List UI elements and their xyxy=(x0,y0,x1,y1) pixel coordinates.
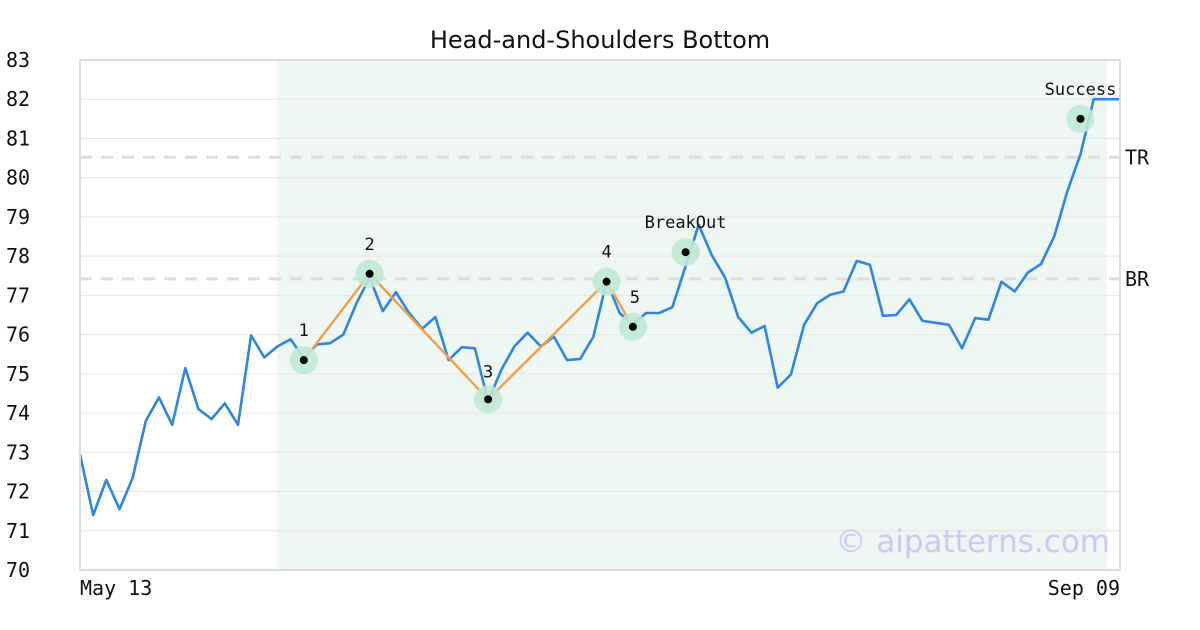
pattern-point-label: 1 xyxy=(299,321,309,341)
marker-label: BreakOut xyxy=(645,213,727,233)
pattern-point-label: 5 xyxy=(630,288,640,308)
y-tick-label: 73 xyxy=(6,440,30,464)
pattern-point xyxy=(365,269,374,278)
y-tick-label: 80 xyxy=(6,166,30,190)
marker-point xyxy=(1076,114,1085,123)
pattern-layer: 1 2 3 4 5 xyxy=(289,235,647,414)
y-tick-label: 75 xyxy=(6,362,30,386)
x-end-label: Sep 09 xyxy=(1048,576,1120,600)
pattern-point-label: 4 xyxy=(601,243,611,263)
pattern-point xyxy=(602,277,611,286)
price-line xyxy=(78,97,1120,517)
chart-title: Head-and-Shoulders Bottom xyxy=(430,26,770,54)
y-tick-label: 70 xyxy=(6,558,30,582)
series-layer xyxy=(78,97,1120,517)
y-axis-ticks: 70 71 72 73 74 75 76 77 78 79 80 81 82 83 xyxy=(6,48,30,582)
y-tick-label: 77 xyxy=(6,283,30,307)
y-tick-label: 82 xyxy=(6,87,30,111)
pattern-point xyxy=(628,322,637,331)
level-label: TR xyxy=(1125,145,1150,169)
marker-point xyxy=(681,248,690,257)
pattern-point xyxy=(484,395,493,404)
y-tick-label: 81 xyxy=(6,126,30,150)
y-tick-label: 71 xyxy=(6,519,30,543)
markers-layer: BreakOut Success xyxy=(645,80,1117,267)
pattern-point-label: 2 xyxy=(364,235,374,255)
y-tick-label: 76 xyxy=(6,323,30,347)
gridlines xyxy=(80,98,1120,532)
pattern-point xyxy=(299,356,308,365)
pattern-point-label: 3 xyxy=(483,362,493,382)
level-lines: TR BR xyxy=(80,145,1150,291)
pattern-region xyxy=(277,60,1107,570)
y-tick-label: 83 xyxy=(6,48,30,72)
x-start-label: May 13 xyxy=(80,576,152,600)
marker-label: Success xyxy=(1045,80,1117,100)
y-tick-label: 74 xyxy=(6,401,30,425)
y-tick-label: 72 xyxy=(6,480,30,504)
plot-frame xyxy=(79,59,1121,571)
watermark: © aipatterns.com xyxy=(835,524,1110,560)
y-tick-label: 79 xyxy=(6,205,30,229)
y-tick-label: 78 xyxy=(6,244,30,268)
level-label: BR xyxy=(1125,267,1150,291)
